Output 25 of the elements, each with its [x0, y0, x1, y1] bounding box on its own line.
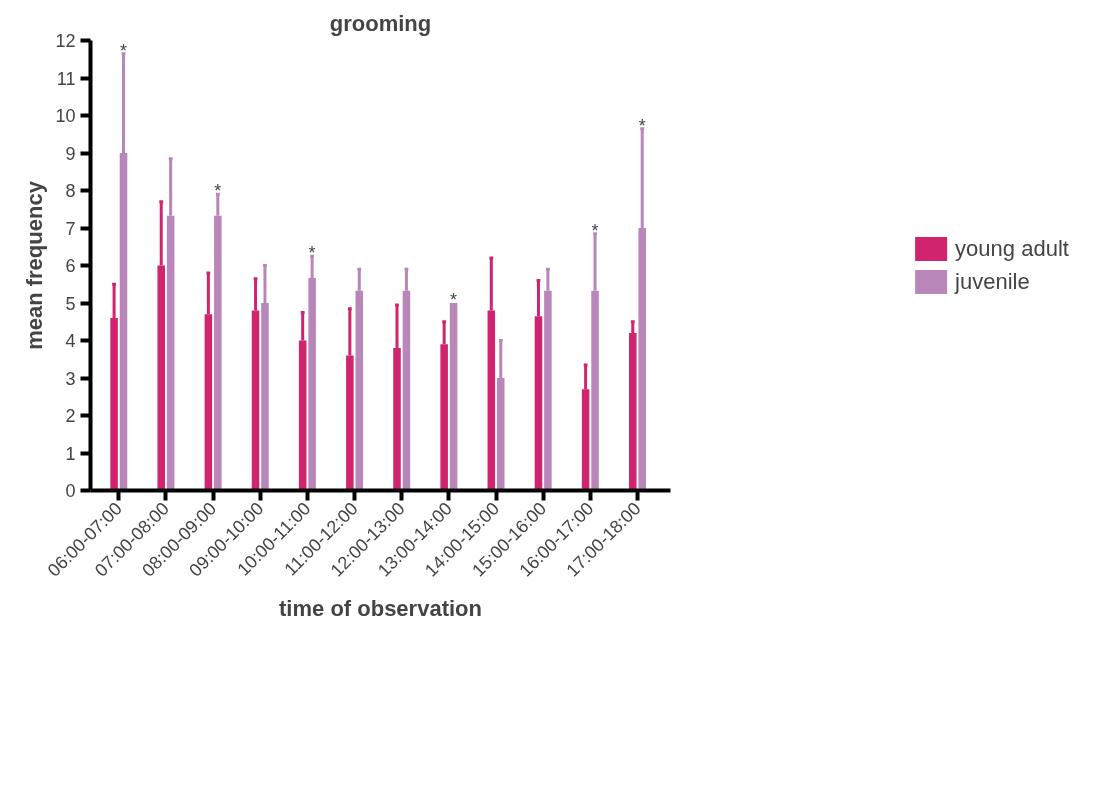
y-tick-label: 1	[65, 443, 76, 464]
y-axis-title: mean frequency	[22, 180, 48, 350]
annotation: *	[120, 40, 128, 61]
x-axis-title: time of observation	[279, 595, 482, 621]
annotation: *	[638, 115, 646, 136]
annotation: *	[450, 290, 458, 310]
legend-label: juvenile	[955, 268, 1030, 295]
y-tick-label: 0	[65, 481, 76, 501]
bar	[449, 303, 458, 491]
y-tick-label: 12	[55, 31, 76, 51]
y-tick-label: 4	[65, 331, 76, 351]
y-tick-label: 9	[65, 143, 76, 164]
legend-label: young adult	[955, 235, 1069, 262]
y-tick-label: 3	[65, 368, 76, 389]
y-tick-label: 10	[55, 106, 76, 126]
y-tick-label: 5	[65, 293, 76, 314]
annotation: *	[308, 243, 316, 264]
y-tick-label: 7	[65, 218, 76, 239]
y-tick-label: 2	[65, 406, 76, 426]
annotation: *	[591, 220, 599, 241]
y-tick-label: 8	[65, 181, 76, 201]
y-tick-label: 6	[65, 256, 76, 276]
chart-title: grooming	[329, 10, 432, 36]
annotation: *	[214, 181, 222, 202]
y-tick-label: 11	[56, 68, 76, 89]
